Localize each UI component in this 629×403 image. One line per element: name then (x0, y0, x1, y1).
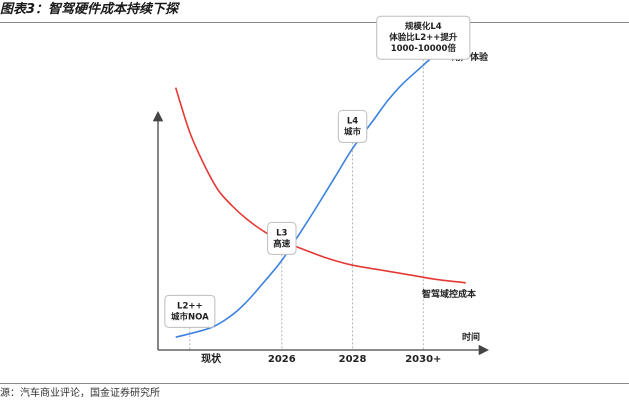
source-note: 源：汽车商业评论，国金证券研究所 (0, 388, 160, 399)
x-tick-labels: 现状 2026 2028 2030+ (201, 352, 441, 365)
stage-label: 1000-10000倍 (391, 43, 457, 54)
stage-guides (189, 59, 424, 350)
adas-cost-line (174, 87, 466, 284)
stage-label: L3 (276, 228, 287, 238)
stage-box (376, 15, 471, 60)
figure-title: 图表3：智驾硬件成本持续下探 (0, 2, 179, 17)
stage-label: L2++ (177, 301, 203, 311)
stage-label: 城市NOA (171, 311, 209, 322)
stage-label: 规模化L4 (405, 21, 442, 32)
x-tick-label: 2028 (339, 354, 367, 365)
user-experience-line (175, 29, 467, 338)
stage-label: L4 (347, 116, 358, 126)
stage-label: 城市 (344, 126, 362, 137)
x-axis-label: 时间 (462, 331, 480, 343)
stage-box (337, 109, 368, 143)
series-label: 智驾域控成本 (422, 288, 477, 300)
source-rule (0, 383, 629, 384)
stage-box (267, 221, 297, 255)
title-rule (0, 22, 629, 23)
stage-label: 体验比L2++提升 (389, 32, 458, 43)
x-tick-label: 2030+ (405, 354, 441, 365)
x-tick-label: 现状 (201, 352, 222, 365)
stage-label: 高速 (273, 238, 291, 249)
stage-box (164, 294, 216, 328)
x-tick-label: 2026 (268, 354, 296, 365)
